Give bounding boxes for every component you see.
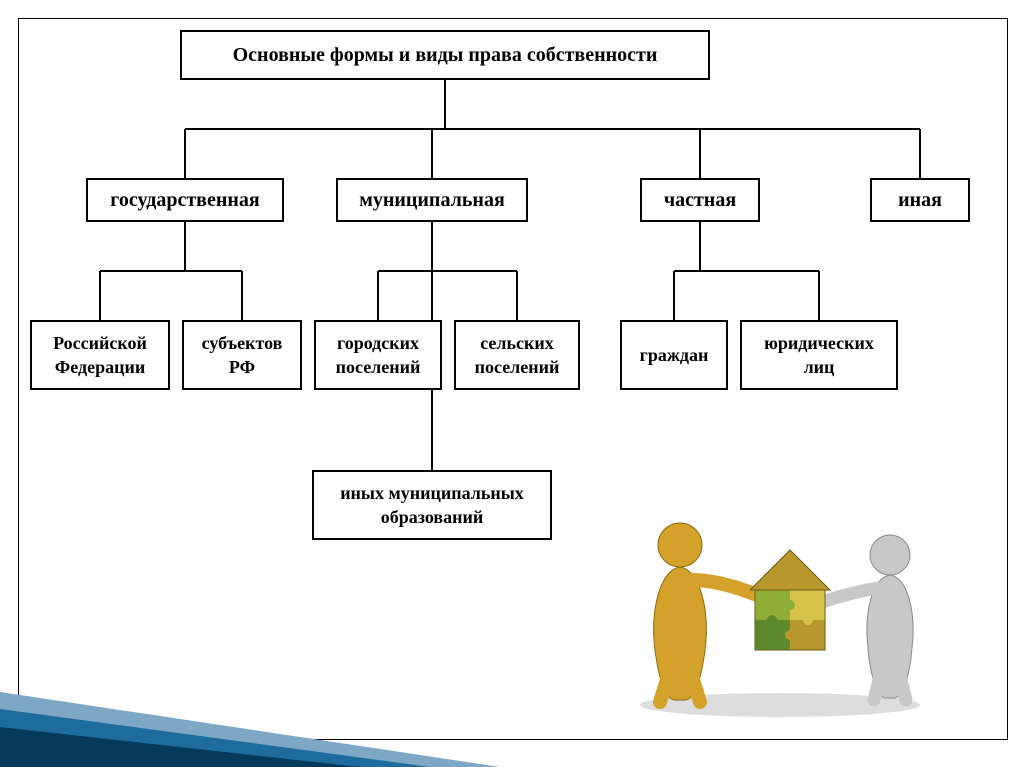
node-label: субъектов РФ <box>190 331 294 380</box>
node-label: граждан <box>640 343 709 367</box>
node-label: частная <box>664 187 736 214</box>
node-subj: субъектов РФ <box>182 320 302 390</box>
node-label: городских поселений <box>322 331 434 380</box>
node-othermun: иных муниципальных образований <box>312 470 552 540</box>
node-label: государственная <box>110 187 259 214</box>
node-priv: частная <box>640 178 760 222</box>
node-rf: Российской Федерации <box>30 320 170 390</box>
node-gov: государственная <box>86 178 284 222</box>
node-other: иная <box>870 178 970 222</box>
node-rural: сельских поселений <box>454 320 580 390</box>
node-label: юридических лиц <box>748 331 890 380</box>
node-mun: муниципальная <box>336 178 528 222</box>
node-label: Российской Федерации <box>38 331 162 380</box>
node-label: Основные формы и виды права собственност… <box>233 42 658 69</box>
node-legal: юридических лиц <box>740 320 898 390</box>
node-label: сельских поселений <box>462 331 572 380</box>
node-root: Основные формы и виды права собственност… <box>180 30 710 80</box>
node-label: иная <box>898 187 942 214</box>
node-citiz: граждан <box>620 320 728 390</box>
node-label: иных муниципальных образований <box>320 481 544 530</box>
node-city: городских поселений <box>314 320 442 390</box>
node-label: муниципальная <box>359 187 505 214</box>
